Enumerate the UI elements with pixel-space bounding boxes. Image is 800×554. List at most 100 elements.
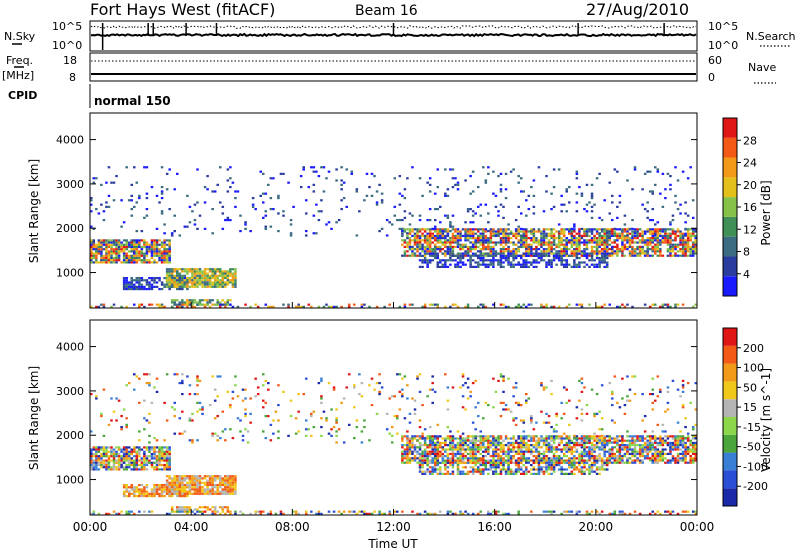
velocity-scatter-pixel <box>431 457 434 460</box>
velocity-scatter-pixel <box>125 448 128 451</box>
velocity-scatter-pixel <box>456 450 460 453</box>
power-scatter-pixel <box>585 234 589 237</box>
power-scatter-pixel <box>545 261 548 264</box>
velocity-scatter-pixel <box>229 479 232 482</box>
velocity-scatter-pixel <box>459 455 462 458</box>
power-scatter-pixel <box>226 272 230 275</box>
power-scatter-pixel <box>264 210 268 213</box>
power-scatter-pixel <box>633 168 637 171</box>
velocity-scatter-pixel <box>573 446 576 449</box>
power-scatter-pixel <box>547 241 551 244</box>
power-scatter-pixel <box>401 232 404 235</box>
velocity-scatter-pixel <box>444 459 447 462</box>
velocity-scatter-pixel <box>150 492 154 495</box>
power-scatter-pixel <box>408 237 412 240</box>
velocity-scatter-pixel <box>476 439 480 442</box>
velocity-scatter-pixel <box>451 470 455 473</box>
power-scatter-pixel <box>507 250 510 253</box>
velocity-scatter-pixel <box>633 441 637 445</box>
power-scatter-pixel <box>299 174 303 178</box>
velocity-scatter-pixel <box>175 492 179 495</box>
power-scatter-pixel <box>482 239 485 242</box>
power-scatter-pixel <box>143 256 146 260</box>
power-scatter-pixel <box>525 243 528 246</box>
power-scatter-pixel <box>618 232 622 235</box>
velocity-scatter-pixel <box>517 452 520 456</box>
velocity-scatter-pixel <box>292 510 295 513</box>
power-scatter-pixel <box>611 218 614 222</box>
power-scatter-pixel <box>600 248 604 251</box>
velocity-scatter-pixel <box>595 510 599 513</box>
power-scatter-pixel <box>380 199 384 202</box>
velocity-scatter-pixel <box>130 486 133 489</box>
velocity-scatter-pixel <box>181 506 184 509</box>
velocity-scatter-pixel <box>127 446 131 449</box>
velocity-scatter-pixel <box>575 450 579 453</box>
velocity-scatter-pixel <box>474 452 477 456</box>
velocity-scatter-pixel <box>525 448 528 451</box>
power-scatter-pixel <box>203 303 207 306</box>
velocity-scatter-pixel <box>155 457 159 460</box>
power-scatter-pixel <box>426 218 429 222</box>
power-scatter-pixel <box>666 228 670 231</box>
power-scatter-pixel <box>679 212 682 215</box>
velocity-scatter-pixel <box>431 446 434 449</box>
power-scatter-pixel <box>120 261 123 264</box>
nsky-tick-top: 10^5 <box>52 20 82 33</box>
velocity-scatter-pixel <box>519 459 523 462</box>
velocity-scatter-pixel <box>694 512 697 515</box>
velocity-scatter-pixel <box>522 452 526 456</box>
velocity-scatter-pixel <box>183 510 187 513</box>
velocity-scatter-pixel <box>229 490 232 493</box>
velocity-scatter-pixel <box>648 459 652 462</box>
velocity-scatter-pixel <box>689 444 692 447</box>
power-scatter-pixel <box>449 229 452 233</box>
power-scatter-pixel <box>413 241 417 244</box>
power-scatter-pixel <box>330 227 333 230</box>
velocity-scatter-pixel <box>269 512 273 515</box>
power-scatter-pixel <box>150 243 154 246</box>
velocity-scatter-pixel <box>423 472 427 475</box>
power-scatter-pixel <box>621 254 624 257</box>
velocity-scatter-pixel <box>545 457 548 460</box>
velocity-scatter-pixel <box>449 459 452 462</box>
power-scatter-pixel <box>127 281 131 284</box>
power-scatter-pixel <box>681 232 685 235</box>
velocity-scatter-pixel <box>560 459 563 462</box>
velocity-scatter-pixel <box>641 435 644 438</box>
power-scatter-pixel <box>522 303 526 306</box>
power-scatter-pixel <box>605 237 609 240</box>
power-scatter-pixel <box>611 232 614 235</box>
power-scatter-pixel <box>654 232 657 235</box>
power-scatter-pixel <box>436 254 440 257</box>
power-scatter-pixel <box>213 276 217 280</box>
power-scatter-pixel <box>97 261 101 264</box>
velocity-scatter-pixel <box>499 435 503 438</box>
power-scatter-pixel <box>590 194 594 197</box>
power-scatter-pixel <box>168 239 171 242</box>
power-scatter-pixel <box>160 210 164 213</box>
power-scatter-pixel <box>140 239 144 242</box>
power-scatter-pixel <box>178 283 182 286</box>
power-scatter-pixel <box>689 252 692 255</box>
velocity-scatter-pixel <box>90 448 93 451</box>
power-scatter-pixel <box>669 250 672 253</box>
power-scatter-pixel <box>449 250 452 253</box>
power-scatter-pixel <box>198 279 202 282</box>
velocity-scatter-pixel <box>489 512 493 515</box>
velocity-scatter-pixel <box>517 459 520 462</box>
power-scatter-pixel <box>585 228 589 231</box>
power-scatter-pixel <box>90 239 93 242</box>
velocity-scatter-pixel <box>565 437 569 440</box>
power-scatter-pixel <box>350 170 354 173</box>
velocity-scatter-pixel <box>183 506 187 509</box>
velocity-scatter-pixel <box>616 450 619 453</box>
power-scatter-pixel <box>525 248 528 251</box>
power-scatter-pixel <box>127 245 131 249</box>
power-scatter-pixel <box>115 252 118 255</box>
velocity-scatter-pixel <box>173 490 176 493</box>
power-scatter-pixel <box>669 245 672 249</box>
velocity-scatter-pixel <box>674 444 677 447</box>
power-scatter-pixel <box>428 232 432 235</box>
velocity-scatter-pixel <box>317 512 321 515</box>
